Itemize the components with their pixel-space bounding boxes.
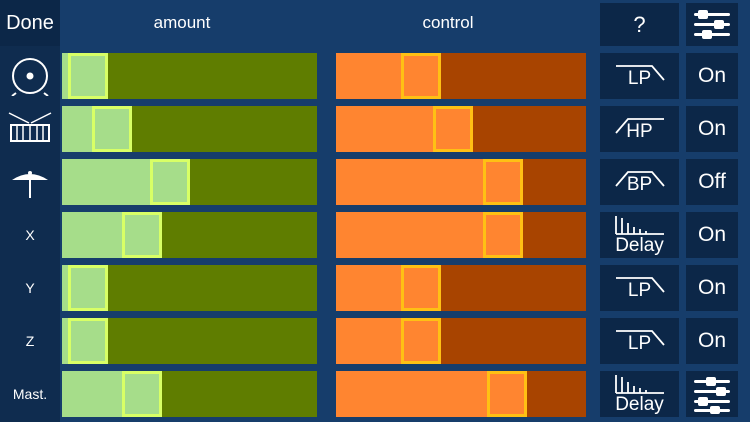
control-knob[interactable]	[433, 106, 473, 152]
filter-button-snare[interactable]: HP	[600, 106, 679, 152]
filter-button-master[interactable]: Delay	[600, 371, 679, 417]
mixer-icon	[692, 374, 732, 414]
toggle-label: Off	[698, 170, 726, 193]
snare-drum-icon	[5, 111, 55, 147]
amount-fill	[62, 212, 126, 258]
amount-slider-y[interactable]	[62, 265, 317, 311]
filter-button-cymbal[interactable]: BP	[600, 159, 679, 205]
control-slider-x[interactable]	[336, 212, 586, 258]
filter-button-y[interactable]: LP	[600, 265, 679, 311]
amount-knob[interactable]	[122, 212, 162, 258]
amount-fill	[62, 159, 154, 205]
toggle-button-drum[interactable]: On	[686, 53, 738, 99]
filter-label: LP	[627, 333, 652, 354]
amount-fill	[62, 106, 96, 152]
amount-slider-drum[interactable]	[62, 53, 317, 99]
amount-fill	[62, 371, 126, 417]
row-selector-cymbal[interactable]	[0, 159, 60, 205]
filter-label: LP	[627, 280, 652, 301]
amount-fill	[62, 53, 72, 99]
control-knob[interactable]	[401, 318, 441, 364]
sliders-icon	[694, 9, 730, 39]
filter-label: LP	[627, 68, 652, 89]
control-slider-z[interactable]	[336, 318, 586, 364]
cymbal-icon	[8, 164, 52, 200]
control-knob[interactable]	[401, 53, 441, 99]
control-knob[interactable]	[483, 212, 523, 258]
row-label: Z	[25, 333, 35, 349]
done-button[interactable]: Done	[0, 0, 60, 46]
filter-label: BP	[626, 174, 653, 195]
row-selector-master[interactable]: Mast.	[0, 371, 60, 417]
toggle-button-master[interactable]	[686, 371, 738, 417]
amount-header: amount	[153, 13, 211, 32]
row-selector-snare[interactable]	[0, 106, 60, 152]
control-knob[interactable]	[483, 159, 523, 205]
filter-button-z[interactable]: LP	[600, 318, 679, 364]
control-slider-snare[interactable]	[336, 106, 586, 152]
delay-icon	[612, 214, 668, 236]
amount-fill	[62, 318, 72, 364]
amount-slider-z[interactable]	[62, 318, 317, 364]
toggle-label: On	[697, 223, 726, 246]
filter-button-x[interactable]: Delay	[600, 212, 679, 258]
filter-button-drum[interactable]: LP	[600, 53, 679, 99]
lowpass-icon	[612, 328, 668, 346]
amount-fill	[62, 265, 72, 311]
amount-slider-x[interactable]	[62, 212, 317, 258]
lowpass-icon	[612, 275, 668, 293]
row-label: Y	[25, 280, 35, 296]
control-knob[interactable]	[487, 371, 527, 417]
toggle-button-cymbal[interactable]: Off	[686, 159, 738, 205]
toggle-label: On	[697, 276, 726, 299]
amount-knob[interactable]	[68, 53, 108, 99]
toggle-label: On	[697, 329, 726, 352]
row-selector-x[interactable]: X	[0, 212, 60, 258]
help-label: ?	[633, 11, 646, 37]
amount-knob[interactable]	[92, 106, 132, 152]
row-selector-z[interactable]: Z	[0, 318, 60, 364]
control-slider-y[interactable]	[336, 265, 586, 311]
control-slider-cymbal[interactable]	[336, 159, 586, 205]
filter-label: Delay	[615, 394, 664, 415]
bass-drum-icon	[8, 56, 52, 96]
amount-knob[interactable]	[68, 265, 108, 311]
control-slider-master[interactable]	[336, 371, 586, 417]
filter-label: HP	[626, 121, 653, 142]
delay-icon	[612, 373, 668, 395]
toggle-button-snare[interactable]: On	[686, 106, 738, 152]
amount-knob[interactable]	[122, 371, 162, 417]
amount-knob[interactable]	[150, 159, 190, 205]
toggle-button-y[interactable]: On	[686, 265, 738, 311]
help-button[interactable]: ?	[600, 3, 679, 46]
toggle-label: On	[697, 64, 726, 87]
done-label: Done	[6, 11, 54, 34]
row-selector-drum[interactable]	[0, 53, 60, 99]
row-label-column	[0, 0, 60, 422]
settings-button[interactable]	[686, 3, 738, 46]
control-slider-drum[interactable]	[336, 53, 586, 99]
filter-label: Delay	[615, 235, 664, 256]
amount-slider-cymbal[interactable]	[62, 159, 317, 205]
row-label: X	[25, 227, 35, 243]
toggle-label: On	[697, 117, 726, 140]
amount-knob[interactable]	[68, 318, 108, 364]
amount-slider-snare[interactable]	[62, 106, 317, 152]
lowpass-icon	[612, 63, 668, 81]
highpass-icon	[612, 116, 668, 134]
amount-slider-master[interactable]	[62, 371, 317, 417]
bandpass-icon	[612, 169, 668, 187]
control-knob[interactable]	[401, 265, 441, 311]
toggle-button-x[interactable]: On	[686, 212, 738, 258]
toggle-button-z[interactable]: On	[686, 318, 738, 364]
control-header: control	[422, 13, 474, 32]
row-selector-y[interactable]: Y	[0, 265, 60, 311]
row-label: Mast.	[12, 386, 48, 402]
